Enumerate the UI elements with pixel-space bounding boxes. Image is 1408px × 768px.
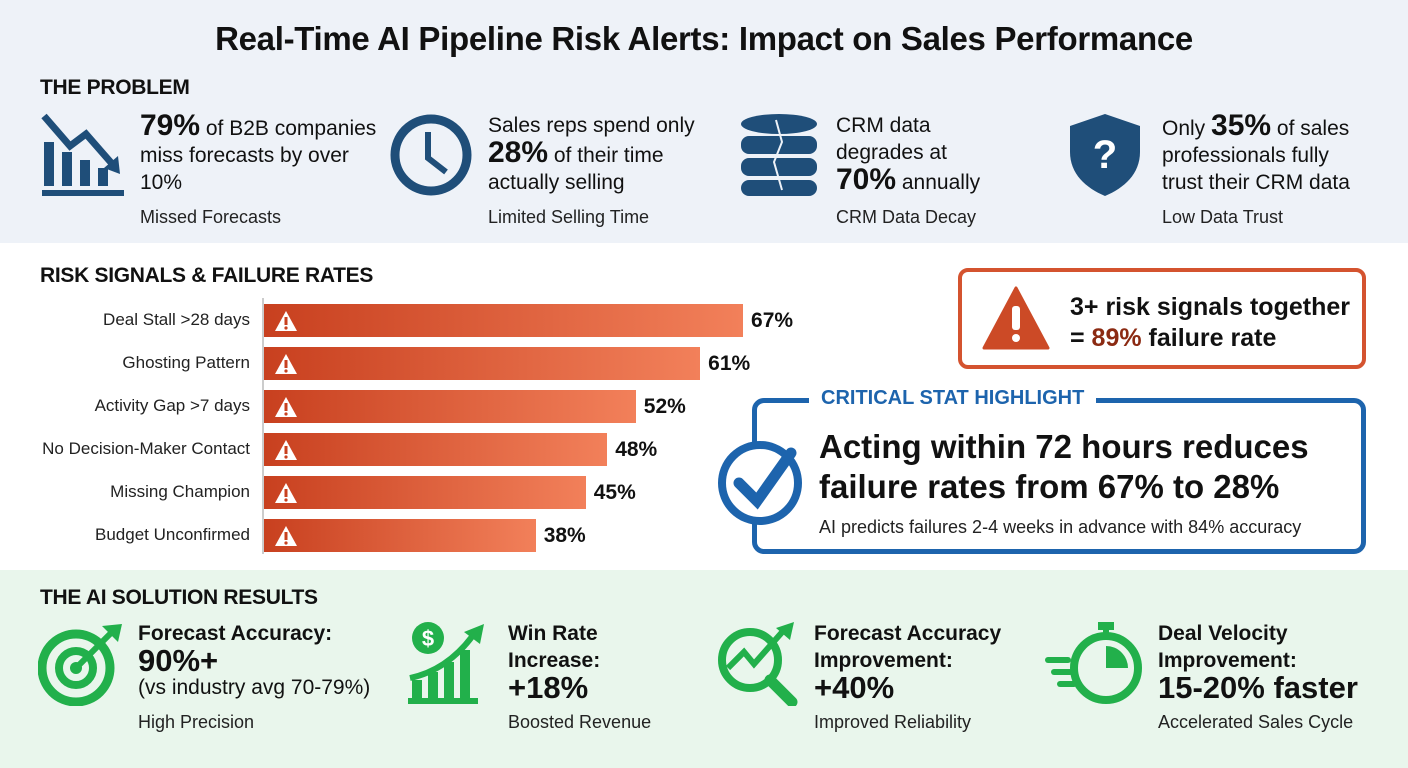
result-value: +40% [814,670,895,705]
stat-caption: Low Data Trust [1162,207,1284,227]
result-heading: Win Rate Increase: [508,622,601,672]
risk-heading: RISK SIGNALS & FAILURE RATES [40,264,374,287]
stat-text: of B2B companies miss forecasts by over … [140,117,377,194]
critical-stat-box: CRITICAL STAT HIGHLIGHT Acting within 72… [718,387,1366,554]
result-caption: Improved Reliability [814,712,972,732]
warning-icon [982,286,1050,350]
problem-card: CRM data degrades at 70% annually CRM Dat… [736,112,1006,231]
solution-heading: THE AI SOLUTION RESULTS [40,586,318,609]
bar-value-label: 45% [593,481,636,504]
target-arrow-icon [38,624,122,706]
bar [264,347,701,380]
stat-caption: Missed Forecasts [140,207,282,227]
result-heading: Deal Velocity Improvement: [1158,622,1297,672]
stat-text: annually [896,171,981,194]
stat-text: Sales reps spend only [488,114,695,137]
stat-caption: Limited Selling Time [488,207,650,227]
svg-text:?: ? [1093,133,1117,177]
magnifier-trend-icon [718,622,798,706]
bar [264,476,586,509]
solution-card: Forecast Accuracy: 90%+ (vs industry avg 7… [38,620,378,736]
warning-icon [275,440,297,460]
bar-label: Deal Stall >28 days [103,310,250,329]
warning-icon [275,397,297,417]
bar-value-label: 38% [543,524,586,547]
stat-value: 70% [836,163,897,196]
alert-highlight: 89% [1091,324,1142,352]
problem-card: 79% of B2B companies miss forecasts by o… [40,109,380,231]
solution-card: $ Win Rate Increase: +18% Boosted Revenue [408,620,688,736]
solution-section [0,570,1408,768]
result-value: 15-20% faster [1158,670,1358,705]
result-caption: Accelerated Sales Cycle [1158,712,1354,732]
bar-value-label: 61% [708,352,751,375]
alert-text: 3+ risk signals together [1070,293,1350,321]
bar-label: Budget Unconfirmed [95,525,250,544]
result-heading: Forecast Accuracy Improvement: [814,622,1002,672]
critical-sub: AI predicts failures 2-4 weeks in advanc… [819,517,1302,537]
bar-value-label: 67% [751,309,794,332]
svg-text:$: $ [422,626,434,651]
alert-text: = [1070,324,1092,352]
stat-value: 35% [1211,109,1272,142]
result-note: (vs industry avg 70-79%) [138,676,371,699]
bar [264,304,744,337]
shield-question-icon: ? [1070,114,1140,196]
result-caption: High Precision [138,712,255,732]
stat-value: 79% [140,109,201,142]
page-title: Real-Time AI Pipeline Risk Alerts: Impac… [215,20,1193,57]
bar [264,433,608,466]
bar-label: No Decision-Maker Contact [42,439,250,458]
stat-caption: CRM Data Decay [836,207,977,227]
bar-value-label: 48% [615,438,658,461]
stat-text: of sales professionals fully trust their… [1162,117,1350,194]
problem-card: Sales reps spend only 28% of their time … [388,112,718,231]
bar-label: Missing Champion [110,482,250,501]
warning-icon [275,483,297,503]
result-caption: Boosted Revenue [508,712,652,732]
stat-text: Only [1162,117,1212,140]
stat-value: 28% [488,136,549,169]
alert-text: failure rate [1141,324,1277,352]
result-value: 90%+ [138,643,219,678]
result-heading: Forecast Accuracy: [138,622,333,645]
risk-alert-box: 3+ risk signals together = 89% failure r… [958,268,1366,369]
critical-label: CRITICAL STAT HIGHLIGHT [809,387,1097,410]
declining-chart-icon [41,113,124,196]
problem-section [0,0,1408,243]
clock-icon [390,114,472,196]
bar-label: Ghosting Pattern [122,353,250,372]
bar [264,390,636,423]
warning-icon [275,526,297,546]
stat-text: CRM data degrades at [836,114,947,164]
critical-main: Acting within 72 hours reduces failure r… [819,428,1309,505]
bar-value-label: 52% [643,395,686,418]
result-value: +18% [508,670,589,705]
bar-label: Activity Gap >7 days [94,396,250,415]
cracked-database-icon [741,114,817,196]
problem-heading: THE PROBLEM [40,76,190,99]
chart-axis [262,298,264,554]
bar [264,519,536,552]
warning-icon [275,311,297,331]
problem-card: ? Only 35% of sales professionals fully … [1062,109,1372,231]
warning-icon [275,354,297,374]
solution-card: Forecast Accuracy Improvement: +40% Improv… [714,620,1024,736]
stopwatch-speed-icon [1045,622,1142,704]
solution-card: Deal Velocity Improvement: 15-20% faster A… [1044,620,1384,736]
stat-text: of their time actually selling [488,144,664,194]
checkmark-circle-icon [718,441,802,525]
dollar-growth-chart-icon: $ [408,622,484,704]
